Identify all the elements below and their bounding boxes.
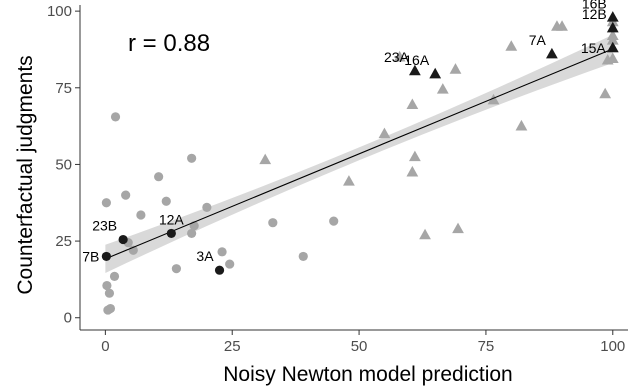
point-label-16A: 16A: [404, 52, 430, 68]
highlighted-point-7B: [102, 252, 111, 261]
point-label-3A: 3A: [196, 248, 214, 264]
data-point-triangle: [505, 40, 517, 51]
data-point-circle: [102, 198, 111, 207]
correlation-annotation: r = 0.88: [128, 30, 210, 57]
data-point-triangle: [452, 223, 464, 234]
x-tick-label: 0: [101, 338, 109, 355]
data-point-circle: [110, 272, 119, 281]
data-point-circle: [136, 210, 145, 219]
x-tick-label: 100: [600, 338, 625, 355]
data-point-circle: [202, 203, 211, 212]
y-tick-label: 0: [64, 310, 72, 327]
data-point-circle: [299, 252, 308, 261]
data-point-circle: [162, 197, 171, 206]
highlighted-point-16A: [429, 68, 441, 79]
y-tick-label: 75: [55, 80, 72, 97]
data-point-triangle: [406, 166, 418, 177]
y-tick-label: 50: [55, 156, 72, 173]
data-point-triangle: [419, 229, 431, 240]
data-point-circle: [111, 112, 120, 121]
highlighted-point-16B: [607, 11, 619, 22]
data-point-circle: [105, 289, 114, 298]
y-tick-label: 25: [55, 233, 72, 250]
data-point-triangle: [379, 128, 391, 139]
highlighted-point-3A: [215, 266, 224, 275]
y-tick-label: 100: [47, 3, 72, 20]
highlighted-point-12A: [167, 229, 176, 238]
point-label-16B: 16B: [582, 0, 607, 11]
point-label-7A: 7A: [529, 32, 547, 48]
x-tick-label: 75: [478, 338, 495, 355]
y-axis-title: Counterfactual judgments: [14, 55, 37, 294]
data-point-triangle: [450, 63, 462, 74]
point-label-7B: 7B: [82, 248, 99, 264]
data-point-circle: [121, 190, 130, 199]
point-label-23B: 23B: [92, 218, 117, 234]
data-point-triangle: [409, 151, 421, 162]
data-point-triangle: [343, 175, 355, 186]
data-point-circle: [217, 247, 226, 256]
data-point-triangle: [406, 98, 418, 109]
data-point-triangle: [599, 88, 611, 99]
data-point-circle: [106, 304, 115, 313]
x-axis-title: Noisy Newton model prediction: [223, 363, 512, 386]
point-label-12A: 12A: [159, 211, 185, 227]
data-point-circle: [187, 154, 196, 163]
data-point-triangle: [259, 154, 271, 165]
data-point-circle: [329, 217, 338, 226]
data-point-circle: [154, 172, 163, 181]
data-point-triangle: [516, 120, 528, 131]
highlighted-point-23B: [119, 235, 128, 244]
highlighted-point-7A: [546, 48, 558, 59]
x-tick-label: 50: [351, 338, 368, 355]
data-point-circle: [172, 264, 181, 273]
data-point-triangle: [437, 83, 449, 94]
data-point-circle: [268, 218, 277, 227]
data-point-circle: [225, 259, 234, 268]
x-tick-label: 25: [224, 338, 241, 355]
point-label-15A: 15A: [581, 40, 607, 56]
